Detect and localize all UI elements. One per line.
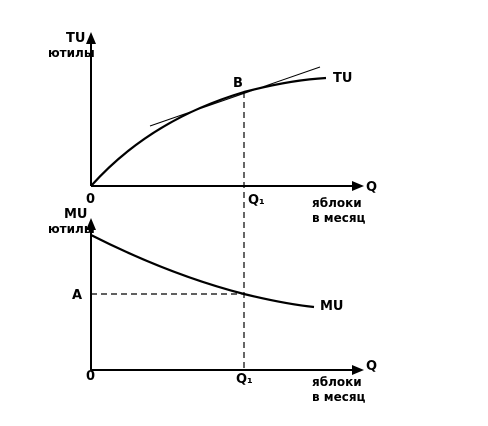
x-marker: Q₁ — [236, 372, 253, 387]
mu-curve — [90, 234, 315, 309]
tu-curve — [90, 76, 327, 187]
arrow — [352, 181, 364, 191]
origin-label: 0 — [86, 369, 95, 384]
point-label: A — [72, 288, 82, 303]
curve-label: TU — [333, 71, 352, 86]
x-axis-label: Q — [366, 359, 377, 374]
arrow — [86, 32, 96, 44]
x-axis-unit: яблоки — [312, 196, 362, 210]
x-axis-unit: в месяц — [312, 390, 366, 404]
y-axis-unit: ютилы — [48, 222, 95, 236]
arrow — [352, 365, 364, 375]
y-axis-label: TU — [66, 31, 85, 46]
x-axis-label: Q — [366, 180, 377, 195]
curve-label: MU — [320, 299, 344, 314]
arrow — [86, 218, 96, 230]
y-axis-label: MU — [64, 207, 88, 222]
origin-label: 0 — [86, 192, 95, 207]
x-axis-unit: в месяц — [312, 211, 366, 225]
y-axis-unit: ютилы — [48, 46, 95, 60]
x-axis-unit: яблоки — [312, 375, 362, 389]
x-marker: Q₁ — [248, 193, 265, 208]
tangent-line — [149, 66, 321, 127]
point-label: B — [233, 76, 243, 91]
